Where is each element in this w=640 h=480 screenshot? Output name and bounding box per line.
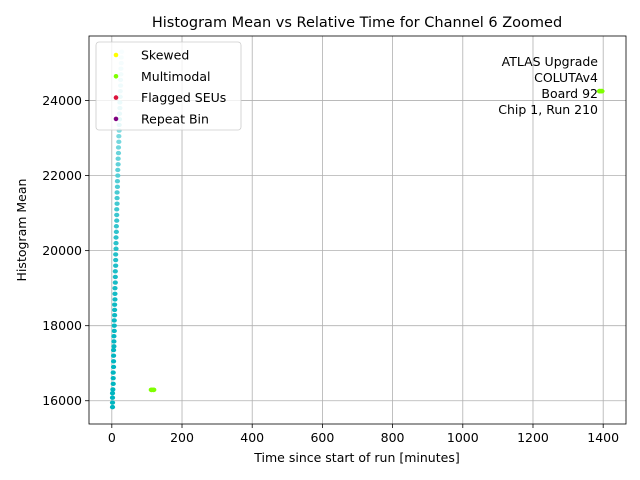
main-trace-point — [112, 274, 118, 280]
main-trace-point — [115, 167, 121, 173]
main-trace-point — [110, 353, 117, 358]
main-trace-point — [110, 359, 117, 364]
main-trace-point — [112, 291, 118, 296]
main-trace-point — [111, 339, 117, 344]
main-trace-point — [113, 240, 119, 246]
main-trace-point — [115, 162, 121, 167]
main-trace-point — [115, 173, 121, 178]
annotation-line: Board 92 — [541, 86, 598, 101]
legend-marker — [113, 95, 119, 100]
main-trace-point — [115, 156, 121, 161]
x-tick-label: 1400 — [587, 430, 619, 445]
y-tick-label: 22000 — [42, 168, 82, 183]
x-tick-label: 800 — [381, 430, 405, 445]
main-trace-point — [112, 307, 118, 313]
main-trace-point — [110, 364, 117, 370]
main-trace-point — [111, 318, 117, 323]
main-trace-point — [116, 139, 122, 145]
legend-marker — [113, 52, 119, 58]
main-trace-point — [113, 257, 119, 263]
main-trace-point — [111, 333, 117, 339]
y-tick-label: 24000 — [42, 93, 82, 108]
main-trace-point — [113, 235, 119, 240]
main-trace-point — [112, 269, 118, 274]
legend-box — [95, 41, 242, 131]
main-trace-point — [114, 201, 120, 206]
x-tick-label: 600 — [310, 430, 334, 445]
main-trace-point — [115, 150, 122, 156]
main-trace-point — [109, 391, 116, 396]
main-trace-point — [114, 212, 120, 218]
y-tick-label: 16000 — [42, 393, 82, 408]
multimodal-point — [598, 88, 605, 94]
main-trace-point — [113, 263, 119, 268]
main-trace-point — [112, 297, 118, 302]
main-trace-point — [115, 145, 122, 150]
legend-label: Multimodal — [141, 69, 210, 84]
annotation-line: Chip 1, Run 210 — [498, 102, 598, 117]
main-trace-point — [114, 184, 121, 190]
x-tick-label: 200 — [170, 430, 194, 445]
main-trace-point — [109, 400, 116, 405]
main-trace-point — [112, 280, 118, 285]
main-trace-point — [111, 344, 117, 349]
main-trace-point — [113, 246, 119, 251]
main-trace-point — [109, 395, 116, 400]
x-tick-label: 400 — [240, 430, 264, 445]
multimodal-point — [150, 387, 157, 393]
y-axis-label: Histogram Mean — [14, 179, 29, 282]
legend: Skewed Multimodal Flagged SEUs Repeat Bin — [95, 41, 242, 131]
x-tick-label: 1200 — [517, 430, 549, 445]
main-trace-point — [113, 224, 119, 229]
main-trace-point — [110, 376, 116, 381]
y-tick-label: 20000 — [42, 243, 82, 258]
main-trace-point — [113, 229, 119, 235]
main-trace-point — [111, 328, 117, 334]
main-trace-point — [111, 323, 117, 328]
main-trace-point — [113, 252, 119, 257]
main-trace-point — [110, 381, 116, 387]
x-tick-label: 0 — [108, 430, 116, 445]
main-trace-point — [110, 347, 117, 353]
main-trace-point — [114, 195, 120, 201]
legend-marker — [113, 116, 119, 122]
main-trace-point — [116, 133, 122, 139]
main-trace-point — [114, 179, 121, 184]
main-trace-point — [112, 302, 118, 307]
main-trace-point — [112, 312, 118, 318]
main-trace-point — [114, 218, 120, 223]
x-axis-label: Time since start of run [minutes] — [253, 450, 459, 465]
grid-lines — [89, 36, 626, 424]
main-trace-point — [110, 370, 116, 375]
y-tick-label: 18000 — [42, 318, 82, 333]
legend-label: Skewed — [141, 48, 189, 63]
legend-marker — [113, 74, 119, 79]
axis-ticks: 0 200 400 600 800 1000 1200 1400 16000 18000 20000… — [42, 93, 619, 445]
annotation-line: COLUTAv4 — [534, 70, 598, 85]
main-trace-point — [114, 207, 120, 212]
plot-frame — [88, 35, 627, 425]
legend-label: Flagged SEUs — [141, 90, 226, 105]
chart-title: Histogram Mean vs Relative Time for Chan… — [152, 15, 562, 31]
main-trace-point — [112, 285, 118, 291]
main-trace-point — [114, 190, 120, 195]
x-tick-label: 1000 — [447, 430, 479, 445]
main-trace-point — [110, 387, 116, 392]
legend-label: Repeat Bin — [141, 111, 209, 126]
main-trace-point — [109, 404, 116, 410]
annotation-line: ATLAS Upgrade — [502, 54, 599, 69]
